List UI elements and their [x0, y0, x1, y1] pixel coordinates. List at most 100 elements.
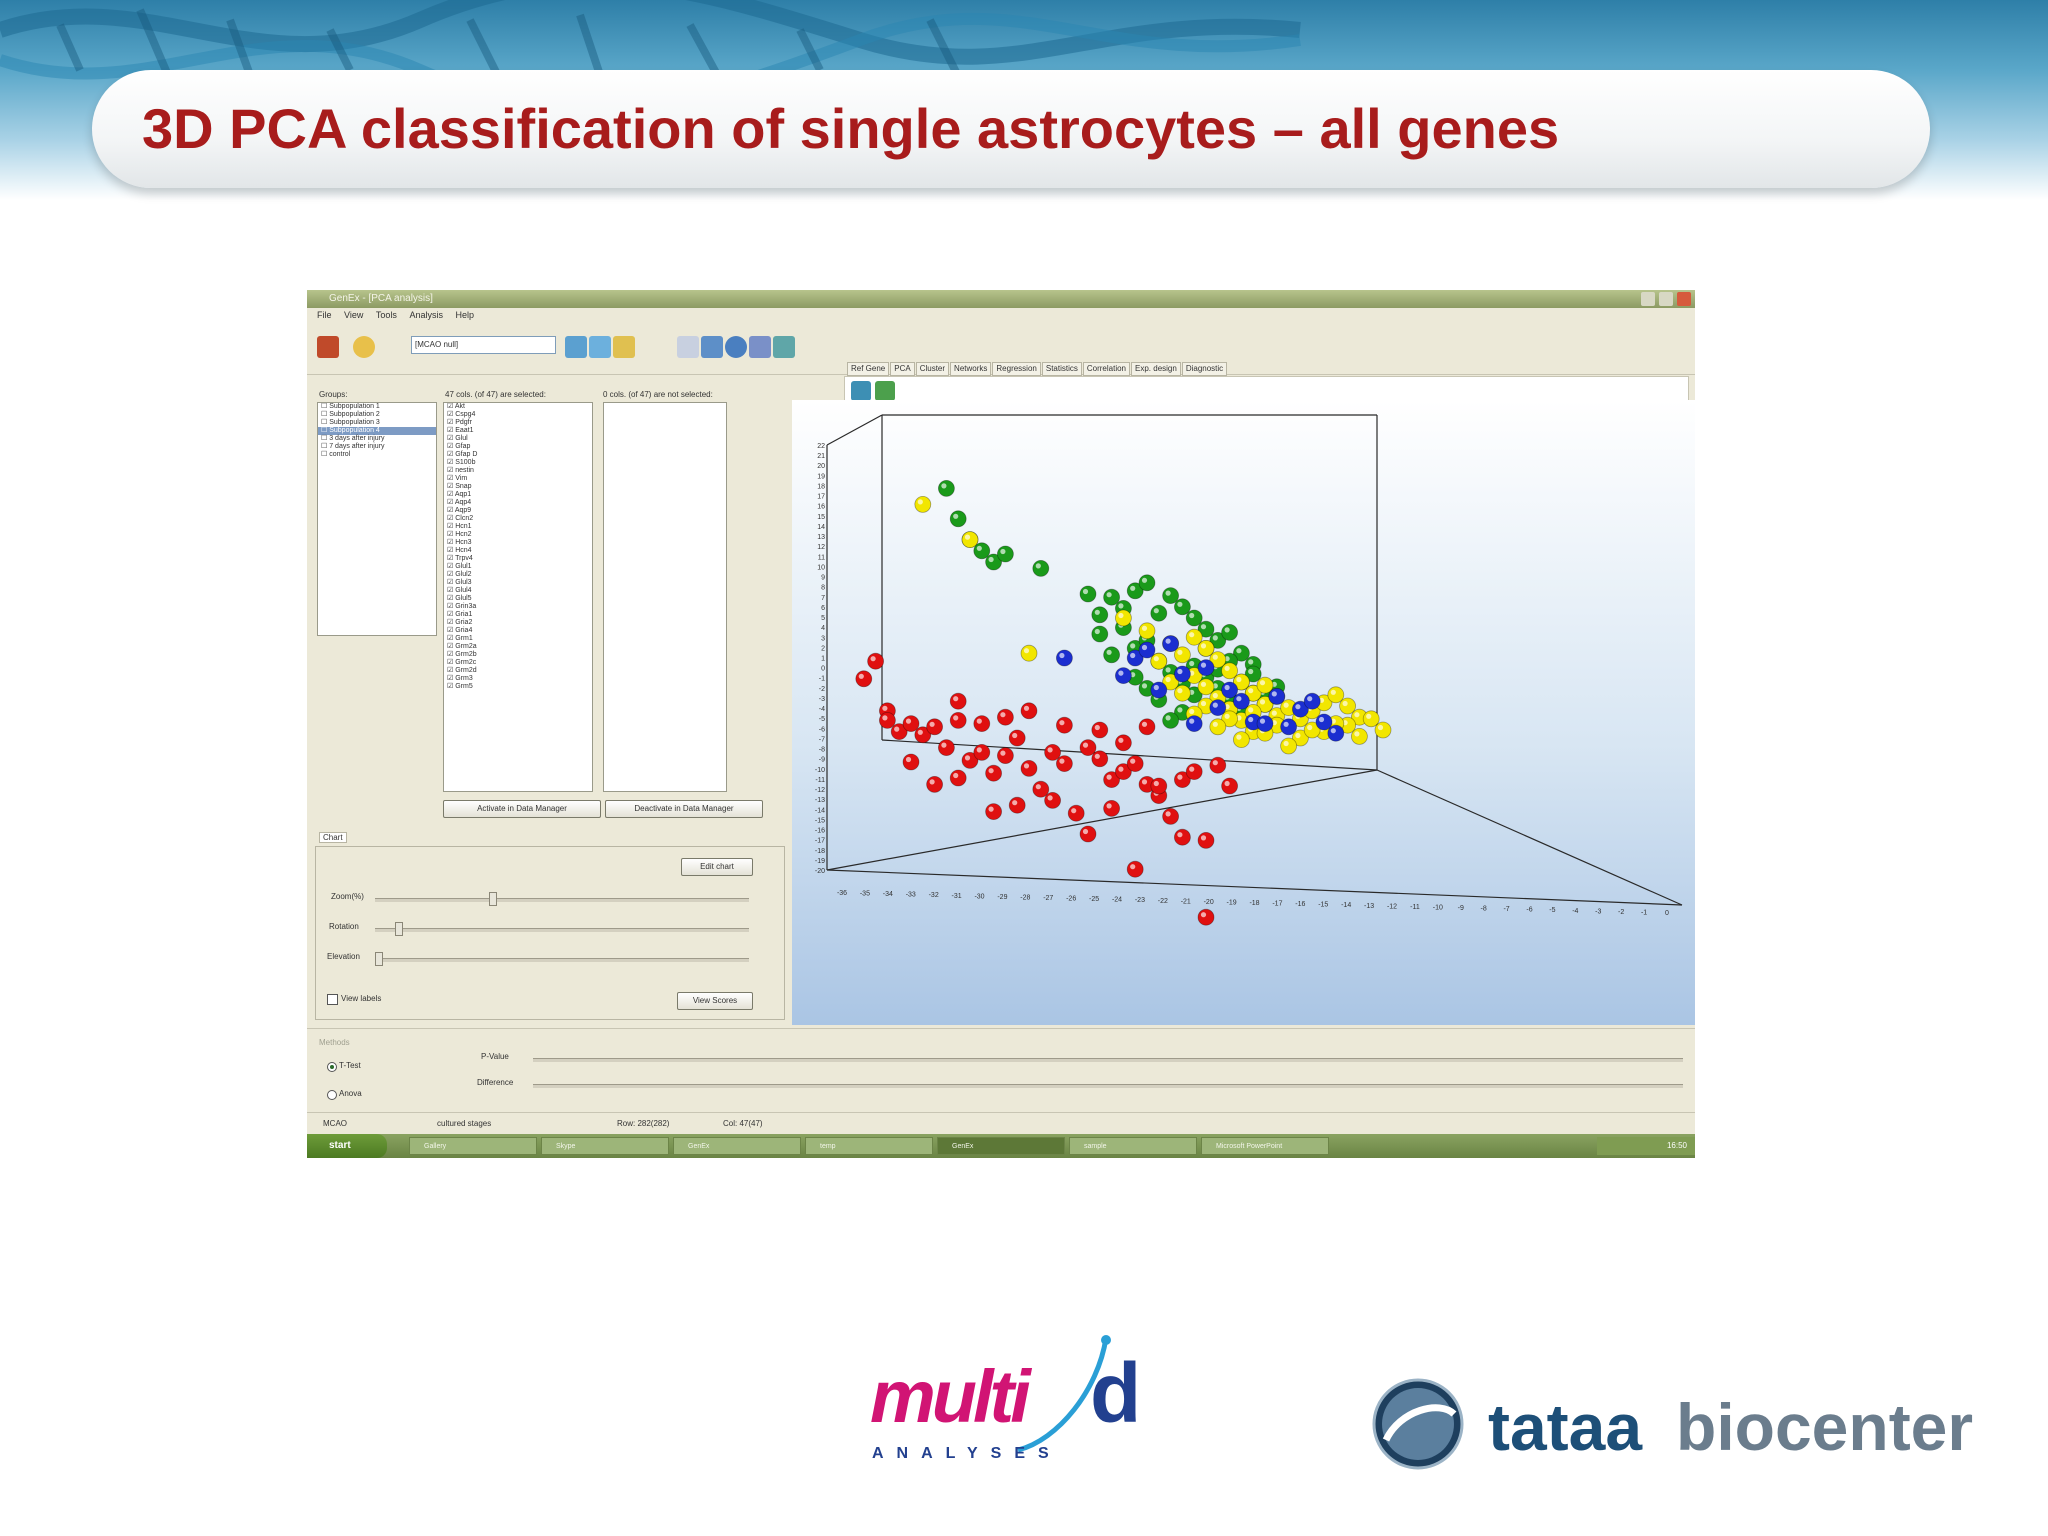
maximize-button[interactable]: [1659, 292, 1673, 306]
zoom-slider-thumb[interactable]: [489, 892, 497, 906]
taskbar-item[interactable]: sample: [1069, 1137, 1197, 1155]
globe-icon[interactable]: [725, 336, 747, 358]
taskbar-item[interactable]: GenEx: [937, 1137, 1065, 1155]
gene-item[interactable]: ☑ Aqp9: [447, 507, 472, 514]
unselected-genes-list[interactable]: [603, 402, 727, 792]
ttest-radio[interactable]: [327, 1062, 337, 1072]
edit-icon[interactable]: [613, 336, 635, 358]
view-scores-button[interactable]: View Scores: [677, 992, 753, 1010]
graph-icon[interactable]: [749, 336, 771, 358]
gene-item[interactable]: ☑ Grm2d: [447, 667, 477, 674]
tab-pca[interactable]: PCA: [890, 362, 915, 376]
gene-item[interactable]: ☑ Grm3: [447, 675, 473, 682]
grid-icon[interactable]: [773, 336, 795, 358]
gene-item[interactable]: ☑ Cspg4: [447, 411, 476, 418]
menu-view[interactable]: View: [344, 310, 364, 320]
group-item[interactable]: ☐ Subpopulation 2: [321, 411, 380, 418]
taskbar-item[interactable]: Gallery: [409, 1137, 537, 1155]
close-button[interactable]: [1677, 292, 1691, 306]
groups-list[interactable]: ☐ Subpopulation 1 ☐ Subpopulation 2 ☐ Subp…: [317, 402, 437, 636]
pca-3d-scatter-plot[interactable]: 222120191817161514131211109876543210-1-2…: [792, 400, 1695, 1025]
gene-item[interactable]: ☑ Glul3: [447, 579, 472, 586]
gene-item[interactable]: ☑ Grm2a: [447, 643, 477, 650]
zoom-icon[interactable]: [589, 336, 611, 358]
menu-help[interactable]: Help: [455, 310, 474, 320]
gene-item[interactable]: ☑ Hcn2: [447, 531, 472, 538]
tab-diagnostic[interactable]: Diagnostic: [1181, 362, 1228, 376]
dataset-combo[interactable]: [MCAO null]: [411, 336, 556, 354]
rotation-slider[interactable]: [375, 928, 749, 932]
tab-regression[interactable]: Regression: [992, 362, 1041, 376]
tab-cluster[interactable]: Cluster: [915, 362, 950, 376]
gene-item[interactable]: ☑ Gfap D: [447, 451, 478, 458]
group-item[interactable]: ☐ 7 days after injury: [321, 443, 385, 450]
refresh-icon[interactable]: [565, 336, 587, 358]
gene-item[interactable]: ☑ Glul1: [447, 563, 472, 570]
gene-item[interactable]: ☑ Eaat1: [447, 427, 474, 434]
gene-item[interactable]: ☑ Glul: [447, 435, 468, 442]
gene-item[interactable]: ☑ nestin: [447, 467, 474, 474]
gene-item[interactable]: ☑ Grm5: [447, 683, 473, 690]
gene-item[interactable]: ☑ Grm2c: [447, 659, 477, 666]
gene-item[interactable]: ☑ Pdgfr: [447, 419, 472, 426]
tab-exp-design[interactable]: Exp. design: [1131, 362, 1181, 376]
tab-statistics[interactable]: Statistics: [1041, 362, 1082, 376]
gene-item[interactable]: ☑ Grm1: [447, 635, 473, 642]
gene-item[interactable]: ☑ Gria1: [447, 611, 473, 618]
start-button[interactable]: start: [307, 1134, 387, 1158]
gene-item[interactable]: ☑ S100b: [447, 459, 476, 466]
gene-item[interactable]: ☑ Akt: [447, 403, 465, 410]
activate-button[interactable]: Activate in Data Manager: [443, 800, 601, 818]
dna-icon[interactable]: [875, 381, 895, 401]
gene-item[interactable]: ☑ Glul4: [447, 587, 472, 594]
tab-ref-gene[interactable]: Ref Gene: [847, 362, 890, 376]
elevation-slider-thumb[interactable]: [375, 952, 383, 966]
search-tool-icon[interactable]: [317, 336, 339, 358]
difference-slider[interactable]: [533, 1084, 1683, 1088]
deactivate-button[interactable]: Deactivate in Data Manager: [605, 800, 763, 818]
taskbar-item[interactable]: Microsoft PowerPoint: [1201, 1137, 1329, 1155]
menu-file[interactable]: File: [317, 310, 332, 320]
group-item[interactable]: ☐ Subpopulation 3: [321, 419, 380, 426]
menu-analysis[interactable]: Analysis: [409, 310, 443, 320]
menu-tools[interactable]: Tools: [375, 310, 397, 320]
gene-item[interactable]: ☑ Clcn2: [447, 515, 474, 522]
gene-item[interactable]: ☑ Hcn1: [447, 523, 472, 530]
chart-icon[interactable]: [677, 336, 699, 358]
tab-correlation[interactable]: Correlation: [1082, 362, 1131, 376]
gene-item[interactable]: ☑ Gria2: [447, 619, 473, 626]
minimize-button[interactable]: [1641, 292, 1655, 306]
gene-item[interactable]: ☑ Trpv4: [447, 555, 473, 562]
tab-networks[interactable]: Networks: [950, 362, 992, 376]
selected-genes-list[interactable]: ☑ Akt ☑ Cspg4 ☑ Pdgfr ☑ Eaat1 ☑ Glul ☑ Gfap ☑ …: [443, 402, 593, 792]
edit-chart-button[interactable]: Edit chart: [681, 858, 753, 876]
gene-item[interactable]: ☑ Hcn3: [447, 539, 472, 546]
tab-chart[interactable]: Chart: [319, 832, 347, 843]
rotation-slider-thumb[interactable]: [395, 922, 403, 936]
taskbar-item[interactable]: temp: [805, 1137, 933, 1155]
gene-item[interactable]: ☑ Snap: [447, 483, 472, 490]
gene-item[interactable]: ☑ Glul2: [447, 571, 472, 578]
gene-item[interactable]: ☑ Gria4: [447, 627, 473, 634]
gene-item[interactable]: ☑ Glul5: [447, 595, 472, 602]
group-item[interactable]: ☐ control: [321, 451, 351, 458]
gene-item[interactable]: ☑ Hcn4: [447, 547, 472, 554]
anova-radio[interactable]: [327, 1090, 337, 1100]
hand-tool-icon[interactable]: [353, 336, 375, 358]
zoom-slider[interactable]: [375, 898, 749, 902]
group-item[interactable]: ☐ Subpopulation 1: [321, 403, 380, 410]
table-icon[interactable]: [701, 336, 723, 358]
group-item[interactable]: ☐ Subpopulation 4: [318, 427, 436, 435]
taskbar-item[interactable]: Skype: [541, 1137, 669, 1155]
taskbar-item[interactable]: GenEx: [673, 1137, 801, 1155]
pvalue-slider[interactable]: [533, 1058, 1683, 1062]
network-icon[interactable]: [851, 381, 871, 401]
gene-item[interactable]: ☑ Grm2b: [447, 651, 477, 658]
group-item[interactable]: ☐ 3 days after injury: [321, 435, 385, 442]
elevation-slider[interactable]: [375, 958, 749, 962]
gene-item[interactable]: ☑ Aqp4: [447, 499, 472, 506]
gene-item[interactable]: ☑ Gfap: [447, 443, 471, 450]
gene-item[interactable]: ☑ Aqp1: [447, 491, 472, 498]
gene-item[interactable]: ☑ Grin3a: [447, 603, 477, 610]
gene-item[interactable]: ☑ Vim: [447, 475, 468, 482]
